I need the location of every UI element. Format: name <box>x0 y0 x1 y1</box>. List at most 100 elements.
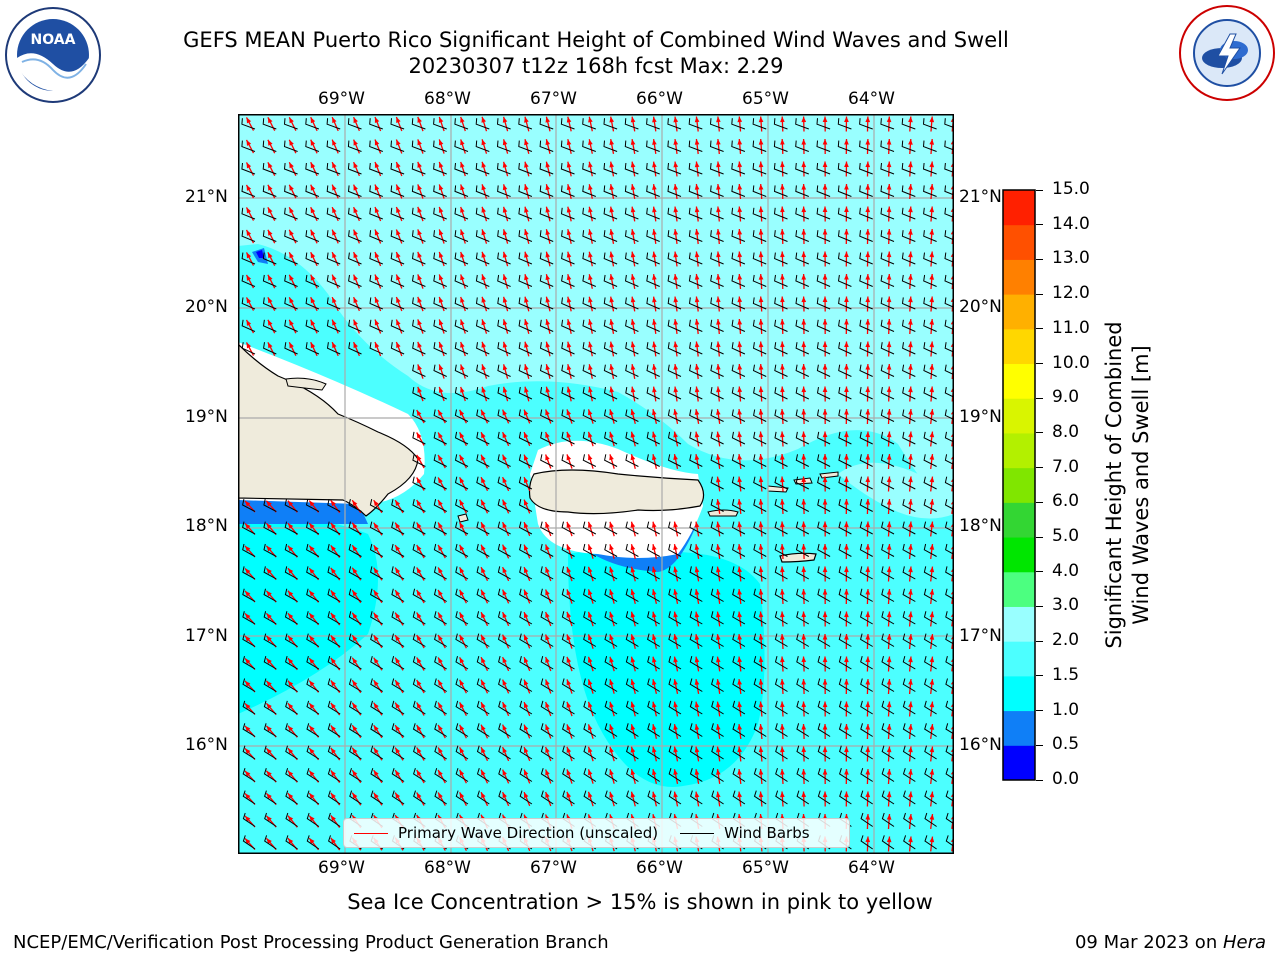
wind-barb <box>454 297 469 310</box>
wind-barb <box>348 655 362 670</box>
wave-direction-arrowhead <box>481 612 486 619</box>
map-plot <box>238 114 954 854</box>
wave-direction-arrowhead <box>438 679 443 686</box>
wind-barb <box>540 543 554 557</box>
lon-label-bottom: 66°W <box>636 858 683 878</box>
wind-barb <box>283 140 298 152</box>
wind-barb <box>306 611 320 625</box>
wave-direction-arrowhead <box>652 611 657 618</box>
wind-barb <box>582 387 597 400</box>
wave-direction-arrowhead <box>780 566 785 573</box>
wave-direction-arrowhead <box>929 116 935 123</box>
wave-direction-arrowhead <box>287 680 294 687</box>
wave-direction-arrowhead <box>758 341 764 348</box>
wind-barb <box>902 409 916 422</box>
wave-direction-arrowhead <box>545 634 550 641</box>
wind-barb <box>732 723 746 737</box>
wave-direction-arrowhead <box>481 229 486 236</box>
wind-barb <box>923 611 937 625</box>
wave-direction-arrowhead <box>673 656 678 663</box>
wave-direction-arrowhead <box>737 611 742 618</box>
wave-direction-arrowhead <box>460 274 465 281</box>
wave-direction-arrowhead <box>502 499 507 506</box>
wave-direction-arrowhead <box>459 679 465 686</box>
wind-barb <box>476 655 490 670</box>
wave-direction-arrowhead <box>822 184 828 190</box>
wind-barb <box>242 588 256 602</box>
colorbar-tick-mark <box>1036 258 1043 260</box>
wind-barb <box>370 768 384 782</box>
colorbar-tick-label: 9.0 <box>1052 387 1080 408</box>
wave-direction-arrowhead <box>716 521 721 528</box>
wave-direction-arrowhead <box>737 499 742 505</box>
wind-barb <box>625 364 639 377</box>
wave-direction-arrowhead <box>545 116 550 123</box>
wave-direction-arrowhead <box>246 207 252 214</box>
colorbar-segment <box>1003 224 1035 260</box>
wave-direction-arrowhead <box>245 568 251 575</box>
wind-barb <box>880 387 895 400</box>
wave-direction-arrowhead <box>481 454 486 461</box>
wind-barb <box>604 633 618 647</box>
wave-direction-arrowhead <box>801 229 807 235</box>
wind-barb <box>284 342 298 355</box>
wind-barb <box>860 633 873 647</box>
wave-direction-arrowhead <box>865 566 871 573</box>
wave-direction-arrowhead <box>652 544 657 551</box>
wind-barb <box>688 230 703 242</box>
wave-direction-arrowhead <box>609 274 614 280</box>
wave-direction-arrowhead <box>545 184 550 191</box>
wind-barb <box>774 319 788 332</box>
wave-direction-arrowhead <box>481 679 486 686</box>
wave-direction-arrowhead <box>502 454 507 461</box>
wave-direction-arrowhead <box>459 792 465 799</box>
wave-direction-arrowhead <box>416 635 422 641</box>
wind-barb <box>475 162 490 175</box>
wave-direction-arrowhead <box>929 634 935 640</box>
wave-direction-arrowhead <box>566 431 572 438</box>
wave-direction-arrowhead <box>438 206 444 213</box>
wind-barb <box>646 342 660 355</box>
wind-barb <box>348 252 362 265</box>
colorbar-tick-label: 1.0 <box>1052 699 1080 720</box>
wind-barb <box>454 230 469 242</box>
wind-barb <box>582 297 597 310</box>
wave-direction-arrowhead <box>652 229 657 235</box>
wave-direction-arrowhead <box>373 545 379 552</box>
wave-direction-arrowhead <box>502 589 507 596</box>
wave-direction-arrowhead <box>652 431 657 438</box>
wave-direction-arrowhead <box>524 184 529 191</box>
wave-direction-arrowhead <box>844 296 849 302</box>
wave-direction-arrowhead <box>566 206 572 213</box>
wind-barb <box>795 521 810 535</box>
wave-direction-arrowhead <box>524 499 529 506</box>
wind-barb <box>625 611 639 625</box>
wave-direction-arrowhead <box>822 566 828 573</box>
wind-barb <box>582 185 596 197</box>
wind-barb <box>880 342 895 355</box>
wind-barb <box>583 745 597 760</box>
wave-direction-arrowhead <box>865 814 871 820</box>
wind-barb <box>412 700 426 715</box>
wind-barb <box>688 185 703 197</box>
wave-direction-arrowhead <box>524 792 529 799</box>
wave-direction-arrowhead <box>908 634 913 640</box>
wave-direction-arrowhead <box>758 701 764 708</box>
wind-barb <box>945 835 954 847</box>
wind-barb <box>348 498 362 512</box>
wind-barb <box>305 498 320 512</box>
wave-direction-arrowhead <box>865 521 871 528</box>
wind-barb <box>753 409 767 422</box>
wind-barb <box>817 566 831 580</box>
wave-direction-arrowhead <box>267 117 273 124</box>
wave-direction-arrowhead <box>694 409 700 415</box>
wind-barb <box>434 723 447 737</box>
wave-direction-arrowhead <box>630 769 636 776</box>
wind-barb <box>923 476 937 490</box>
wind-barb <box>433 454 447 467</box>
wind-barb <box>753 723 767 737</box>
wave-direction-arrowhead <box>780 296 785 303</box>
wave-direction-arrowhead <box>865 589 871 595</box>
wave-direction-arrowhead <box>438 657 443 664</box>
wind-barb <box>326 162 341 175</box>
